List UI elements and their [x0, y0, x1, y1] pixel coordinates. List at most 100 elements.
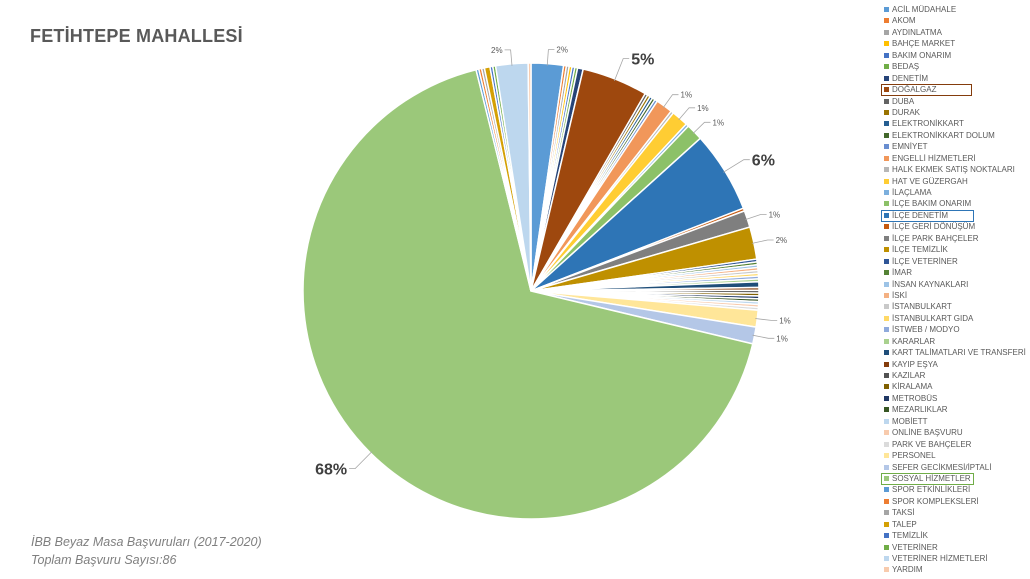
legend-swatch: [884, 350, 889, 356]
total-footnote: Toplam Başvuru Sayısı:86: [31, 553, 177, 567]
legend-label: ELEKTRONİKKART DOLUM: [892, 130, 995, 140]
legend-label: MOBİETT: [892, 416, 928, 426]
data-label-engelli-hizmetleri: 1%: [681, 91, 693, 100]
legend-swatch: [884, 247, 889, 253]
data-label-sosyal-hizmetler: 68%: [315, 462, 347, 479]
legend-swatch: [884, 87, 889, 93]
legend-label: DOĞALGAZ: [892, 85, 937, 95]
legend-label: İLAÇLAMA: [892, 188, 932, 197]
leader-line-engelli-hizmetleri: [662, 94, 679, 108]
legend-swatch: [884, 281, 889, 287]
legend-swatch: [884, 556, 889, 561]
legend-swatch: [884, 373, 889, 378]
legend-swatch: [884, 64, 889, 70]
legend-item-elektronikkart-dolum: ELEKTRONİKKART DOLUM: [881, 130, 1030, 141]
legend-swatch: [884, 270, 889, 276]
data-label-ilce-bakim-onarim: 1%: [713, 118, 725, 127]
legend-swatch: [884, 178, 889, 184]
legend-item-ilce-geri-donusum: İLÇE GERİ DÖNÜŞÜM: [881, 221, 1030, 232]
legend-swatch: [884, 361, 889, 367]
legend-label: HALK EKMEK SATIŞ NOKTALARI: [892, 165, 1015, 175]
legend-item-hat-ve-guzergah: HAT VE GÜZERGAH: [881, 176, 1030, 187]
legend-highlight-box: [881, 209, 974, 222]
leader-line-sosyal-hizmetler: [349, 451, 373, 470]
leader-line-sefer-gecikmesi-iptali: [752, 334, 775, 339]
legend-label: DENETİM: [892, 73, 928, 83]
legend-item-kart-talimatlari-ve-transferi: KART TALİMATLARI VE TRANSFERİ: [881, 347, 1030, 358]
legend-item-emniyet: EMNİYET: [881, 141, 1030, 152]
legend-swatch: [884, 292, 889, 298]
legend-label: BAHÇE MARKET: [892, 39, 956, 49]
legend-swatch: [884, 144, 889, 150]
legend-label: ONLİNE BAŞVURU: [892, 428, 963, 438]
legend-label: ACİL MÜDAHALE: [892, 5, 957, 14]
data-label-hat-ve-guzergah: 1%: [697, 104, 709, 113]
chart-title: FETİHTEPE MAHALLESİ: [30, 26, 243, 46]
legend-item-personel: PERSONEL: [881, 450, 1030, 461]
legend-item-temizlik: TEMİZLİK: [881, 530, 1030, 541]
leader-line-ilce-denetim: [723, 159, 750, 173]
legend-swatch: [884, 327, 889, 333]
legend-item-iski: İSKİ: [881, 290, 1030, 301]
legend-label: TAKSİ: [892, 508, 915, 518]
legend-label: BAKIM ONARIM: [892, 50, 952, 60]
legend-label: İLÇE TEMİZLİK: [892, 245, 948, 255]
legend-swatch: [884, 395, 889, 401]
legend-item-ilaclama: İLAÇLAMA: [881, 187, 1030, 198]
legend-label: HAT VE GÜZERGAH: [892, 176, 968, 186]
legend-label: SOSYAL HİZMETLER: [892, 473, 971, 483]
legend-label: KARARLAR: [892, 336, 936, 346]
legend-label: İMAR: [892, 268, 912, 278]
legend-item-elektronikkart: ELEKTRONİKKART: [881, 118, 1030, 129]
legend-swatch: [884, 258, 889, 264]
leader-line-ilce-temizlik: [751, 239, 774, 244]
legend-item-mobiett: MOBİETT: [881, 416, 1030, 427]
legend-label: TEMİZLİK: [892, 531, 929, 541]
legend-label: VETERİNER HİZMETLERİ: [892, 554, 988, 563]
legend-item-yardim: YARDIM: [881, 564, 1030, 575]
legend-label: TALEP: [892, 519, 917, 529]
legend-swatch: [884, 407, 889, 413]
legend-swatch: [884, 498, 889, 504]
legend-swatch: [884, 453, 889, 459]
legend-swatch: [884, 224, 889, 230]
legend-highlight-box: [881, 472, 974, 485]
legend-item-insan-kaynaklari: İNSAN KAYNAKLARI: [881, 279, 1030, 290]
legend-item-engelli-hizmetleri: ENGELLİ HİZMETLERİ: [881, 153, 1030, 164]
legend-item-dogalgaz: DOĞALGAZ: [881, 84, 1030, 97]
leader-line-acil-mudahale: [546, 49, 555, 66]
legend-swatch: [884, 235, 889, 241]
legend-label: İLÇE DENETİM: [892, 210, 949, 220]
legend-label: İSTANBULKART GIDA: [892, 313, 974, 323]
legend-highlight-box: [881, 84, 972, 97]
legend-swatch: [884, 544, 889, 550]
legend-swatch: [884, 190, 889, 195]
pie-chart: 2% 5% 1% 1% 1% 6% 1% 2% 1% 1% 68% 2%: [302, 46, 791, 520]
legend-item-ilce-temizlik: İLÇE TEMİZLİK: [881, 244, 1030, 255]
legend-item-veteriner: VETERİNER: [881, 542, 1030, 553]
legend-swatch: [884, 475, 889, 481]
legend-swatch: [884, 487, 889, 493]
leader-line-dogalgaz: [614, 58, 630, 82]
legend-label: İLÇE VETERİNER: [892, 256, 958, 266]
legend-swatch: [884, 132, 889, 138]
legend-label: YARDIM: [892, 565, 923, 575]
data-label-sefer-gecikmesi-iptali: 1%: [776, 334, 788, 343]
legend-swatch: [884, 441, 889, 447]
legend-swatch: [884, 521, 889, 527]
legend-swatch: [884, 304, 889, 310]
legend-swatch: [884, 7, 889, 12]
legend-label: DUBA: [892, 96, 915, 106]
legend-item-denetim: DENETİM: [881, 73, 1030, 84]
legend-item-bakim-onarim: BAKIM ONARIM: [881, 50, 1030, 61]
legend-swatch: [884, 98, 889, 104]
legend-label: İSTWEB / MODYO: [892, 325, 960, 335]
legend-label: AYDINLATMA: [892, 27, 942, 37]
legend-item-kiralama: KİRALAMA: [881, 381, 1030, 392]
data-label-dogalgaz: 5%: [631, 52, 654, 69]
leader-line-veteriner-hizmetleri: [504, 49, 513, 66]
legend-item-bedas: BEDAŞ: [881, 61, 1030, 72]
legend-item-bahce-market: BAHÇE MARKET: [881, 38, 1030, 49]
legend-label: SEFER GECİKMESİ/İPTALİ: [892, 462, 992, 472]
legend-label: İLÇE PARK BAHÇELER: [892, 233, 979, 243]
